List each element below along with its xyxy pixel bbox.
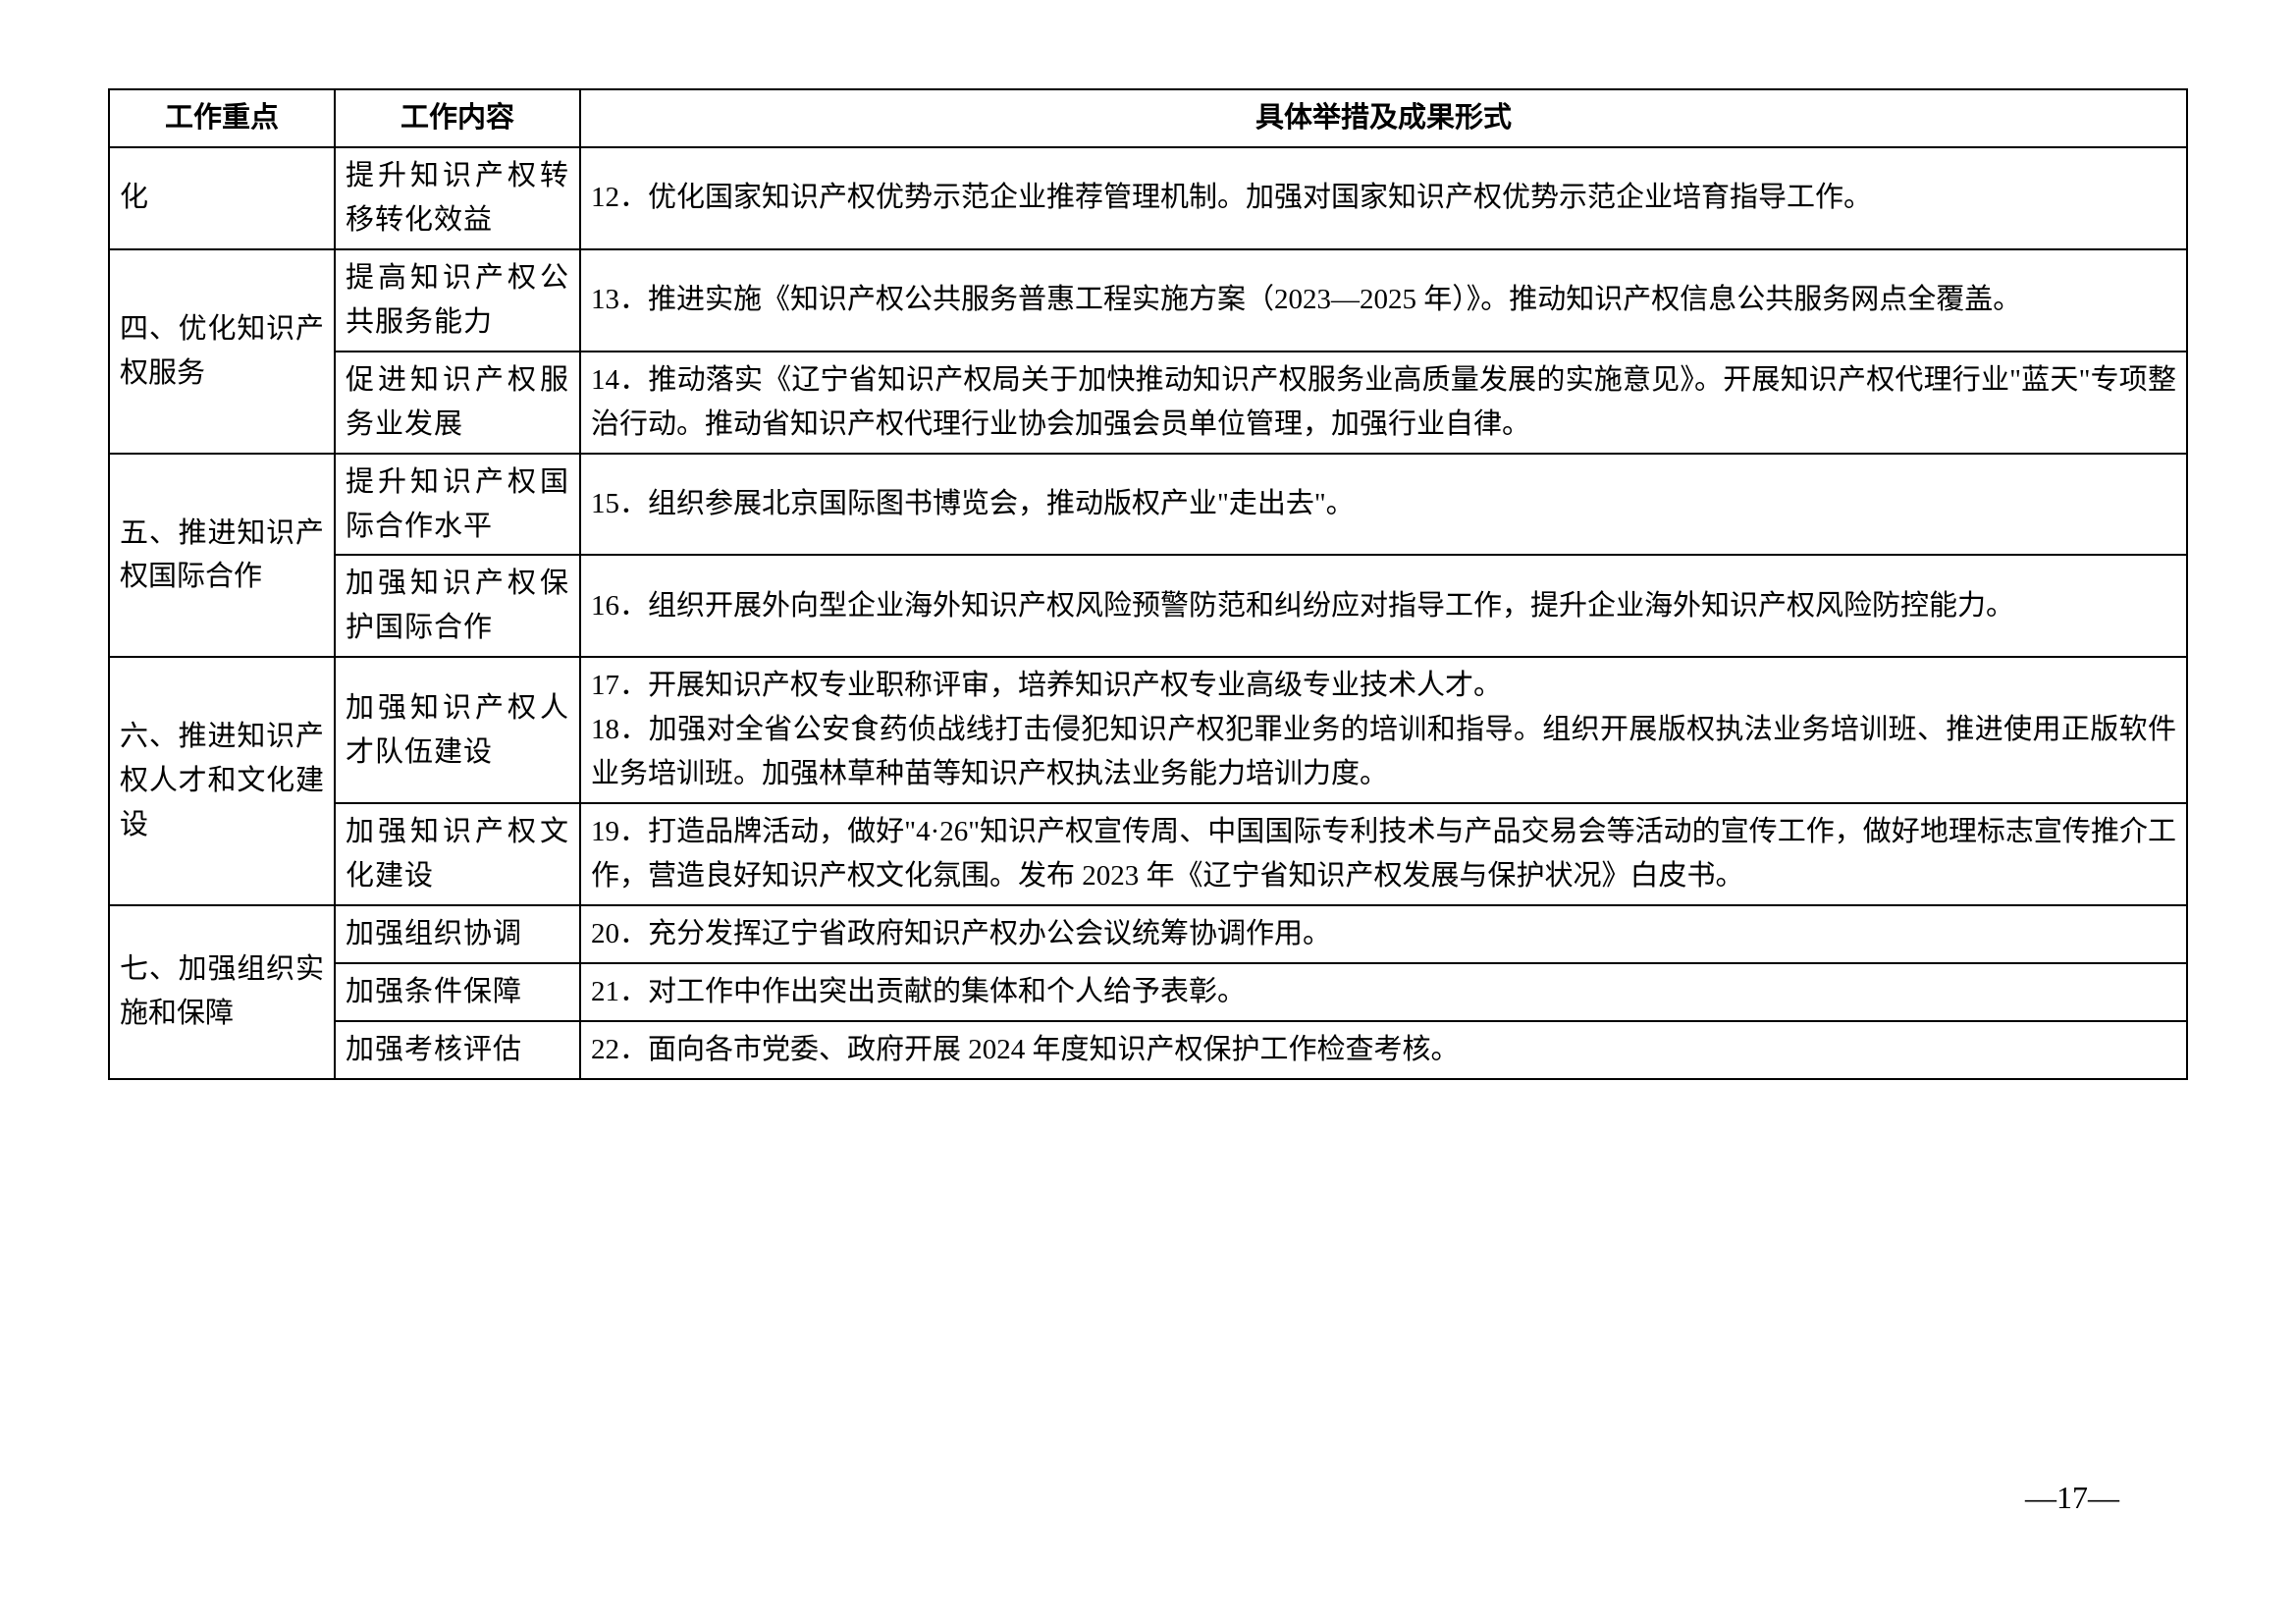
measure-cell: 12．优化国家知识产权优势示范企业推荐管理机制。加强对国家知识产权优势示范企业培… [580,147,2187,249]
measure-cell: 14．推动落实《辽宁省知识产权局关于加快推动知识产权服务业高质量发展的实施意见》… [580,352,2187,454]
header-col2: 工作内容 [335,89,580,147]
content-cell: 加强考核评估 [335,1021,580,1079]
table-row: 加强考核评估22．面向各市党委、政府开展 2024 年度知识产权保护工作检查考核… [109,1021,2187,1079]
table-row: 四、优化知识产权服务提高知识产权公共服务能力13．推进实施《知识产权公共服务普惠… [109,249,2187,352]
focus-cell: 四、优化知识产权服务 [109,249,335,454]
table-header-row: 工作重点 工作内容 具体举措及成果形式 [109,89,2187,147]
table-row: 化提升知识产权转移转化效益12．优化国家知识产权优势示范企业推荐管理机制。加强对… [109,147,2187,249]
content-cell: 加强组织协调 [335,905,580,963]
page-number: —17— [2025,1480,2119,1516]
measure-cell: 15．组织参展北京国际图书博览会，推动版权产业"走出去"。 [580,454,2187,556]
measure-cell: 21．对工作中作出突出贡献的集体和个人给予表彰。 [580,963,2187,1021]
content-cell: 提升知识产权国际合作水平 [335,454,580,556]
table-row: 加强知识产权保护国际合作16．组织开展外向型企业海外知识产权风险预警防范和纠纷应… [109,555,2187,657]
table-row: 六、推进知识产权人才和文化建设加强知识产权人才队伍建设17．开展知识产权专业职称… [109,657,2187,803]
table-row: 加强条件保障21．对工作中作出突出贡献的集体和个人给予表彰。 [109,963,2187,1021]
content-cell: 加强知识产权文化建设 [335,803,580,905]
work-plan-table: 工作重点 工作内容 具体举措及成果形式 化提升知识产权转移转化效益12．优化国家… [108,88,2188,1080]
content-cell: 促进知识产权服务业发展 [335,352,580,454]
table-row: 五、推进知识产权国际合作提升知识产权国际合作水平15．组织参展北京国际图书博览会… [109,454,2187,556]
content-cell: 加强知识产权保护国际合作 [335,555,580,657]
table-row: 七、加强组织实施和保障加强组织协调20．充分发挥辽宁省政府知识产权办公会议统筹协… [109,905,2187,963]
content-cell: 加强知识产权人才队伍建设 [335,657,580,803]
measure-cell: 19．打造品牌活动，做好"4·26"知识产权宣传周、中国国际专利技术与产品交易会… [580,803,2187,905]
header-col1: 工作重点 [109,89,335,147]
focus-cell: 七、加强组织实施和保障 [109,905,335,1079]
focus-cell: 六、推进知识产权人才和文化建设 [109,657,335,905]
content-cell: 提高知识产权公共服务能力 [335,249,580,352]
content-cell: 提升知识产权转移转化效益 [335,147,580,249]
table-row: 促进知识产权服务业发展14．推动落实《辽宁省知识产权局关于加快推动知识产权服务业… [109,352,2187,454]
measure-cell: 22．面向各市党委、政府开展 2024 年度知识产权保护工作检查考核。 [580,1021,2187,1079]
focus-cell: 化 [109,147,335,249]
content-cell: 加强条件保障 [335,963,580,1021]
focus-cell: 五、推进知识产权国际合作 [109,454,335,658]
measure-cell: 13．推进实施《知识产权公共服务普惠工程实施方案（2023—2025 年）》。推… [580,249,2187,352]
measure-cell: 16．组织开展外向型企业海外知识产权风险预警防范和纠纷应对指导工作，提升企业海外… [580,555,2187,657]
measure-cell: 17．开展知识产权专业职称评审，培养知识产权专业高级专业技术人才。18．加强对全… [580,657,2187,803]
header-col3: 具体举措及成果形式 [580,89,2187,147]
table-body: 化提升知识产权转移转化效益12．优化国家知识产权优势示范企业推荐管理机制。加强对… [109,147,2187,1079]
measure-cell: 20．充分发挥辽宁省政府知识产权办公会议统筹协调作用。 [580,905,2187,963]
table-row: 加强知识产权文化建设19．打造品牌活动，做好"4·26"知识产权宣传周、中国国际… [109,803,2187,905]
